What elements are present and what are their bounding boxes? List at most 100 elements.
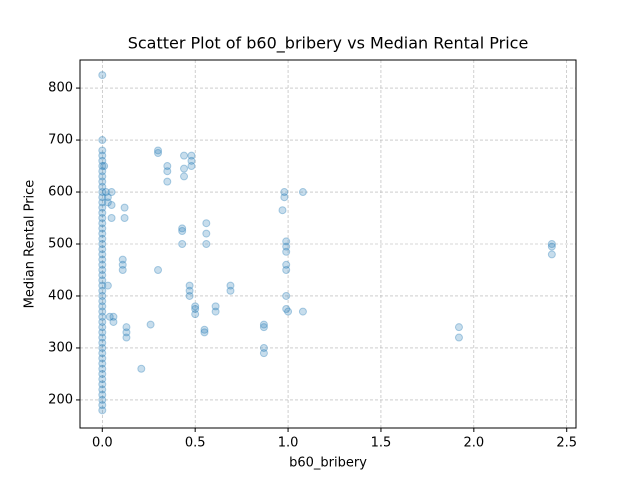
point [298, 188, 307, 197]
point [98, 343, 107, 352]
plot-frame [79, 59, 577, 429]
point [163, 162, 172, 171]
point [107, 188, 116, 197]
point [98, 369, 107, 378]
point [122, 328, 131, 337]
point [191, 302, 200, 311]
point [98, 193, 107, 202]
y-tick-label: 700 [48, 133, 73, 148]
point [98, 281, 107, 290]
point [105, 312, 114, 321]
point [98, 255, 107, 264]
y-tick-label: 500 [48, 237, 73, 252]
point [98, 198, 107, 207]
point [98, 375, 107, 384]
point [98, 406, 107, 415]
y-tick-label: 200 [48, 392, 73, 407]
point [180, 164, 189, 173]
x-tick-label: 1.0 [278, 436, 299, 451]
point [137, 364, 146, 373]
point [98, 146, 107, 155]
point [103, 193, 112, 202]
point [259, 343, 268, 352]
point [282, 265, 291, 274]
point [98, 162, 107, 171]
point [154, 265, 163, 274]
point [98, 291, 107, 300]
point [547, 240, 556, 248]
point [98, 71, 107, 80]
point [200, 328, 209, 337]
point [98, 271, 107, 280]
point [98, 229, 107, 238]
chart-title: Scatter Plot of b60_bribery vs Median Re… [128, 34, 529, 54]
point [200, 325, 209, 334]
point [187, 162, 196, 171]
point [98, 312, 107, 321]
point [98, 401, 107, 410]
y-tick-label: 300 [48, 340, 73, 355]
x-tick-label: 0.0 [92, 436, 113, 451]
point [178, 227, 187, 236]
point [146, 320, 155, 329]
point [187, 156, 196, 165]
point [98, 390, 107, 399]
point [98, 349, 107, 358]
point [185, 291, 194, 300]
point [154, 149, 163, 158]
y-axis-label: Median Rental Price [23, 180, 38, 309]
point [180, 172, 189, 181]
point [547, 242, 556, 251]
x-tick-label: 0.5 [185, 436, 206, 451]
point [98, 276, 107, 285]
point [298, 307, 307, 316]
point [98, 354, 107, 363]
point [202, 229, 211, 238]
point [122, 323, 131, 332]
point [454, 323, 463, 332]
point [98, 323, 107, 332]
point [98, 182, 107, 191]
point [185, 281, 194, 290]
point [282, 291, 291, 300]
point [98, 177, 107, 186]
y-tick-label: 400 [48, 288, 73, 303]
point [98, 234, 107, 243]
point [282, 260, 291, 269]
point [98, 219, 107, 228]
point [191, 304, 200, 313]
point [98, 208, 107, 217]
point [98, 286, 107, 295]
point [98, 250, 107, 259]
point [98, 338, 107, 347]
point [211, 307, 220, 316]
point [98, 240, 107, 248]
x-tick-label: 1.5 [371, 436, 392, 451]
y-tick-label: 800 [48, 81, 73, 96]
point [98, 307, 107, 316]
point [185, 286, 194, 295]
y-tick-label: 600 [48, 185, 73, 200]
point [109, 317, 118, 326]
point [211, 302, 220, 311]
point [109, 312, 118, 321]
point [178, 240, 187, 248]
point [118, 260, 127, 269]
point [98, 260, 107, 269]
point [98, 364, 107, 373]
point [163, 167, 172, 176]
point [98, 224, 107, 233]
point [180, 151, 189, 160]
point [98, 297, 107, 306]
x-axis-label: b60_bribery [289, 456, 367, 471]
point [259, 323, 268, 332]
point [282, 247, 291, 256]
x-tick-label: 2.0 [463, 436, 484, 451]
point [103, 198, 112, 207]
point [178, 224, 187, 233]
point [118, 265, 127, 274]
point [202, 240, 211, 248]
point [98, 188, 107, 197]
point [163, 177, 172, 186]
